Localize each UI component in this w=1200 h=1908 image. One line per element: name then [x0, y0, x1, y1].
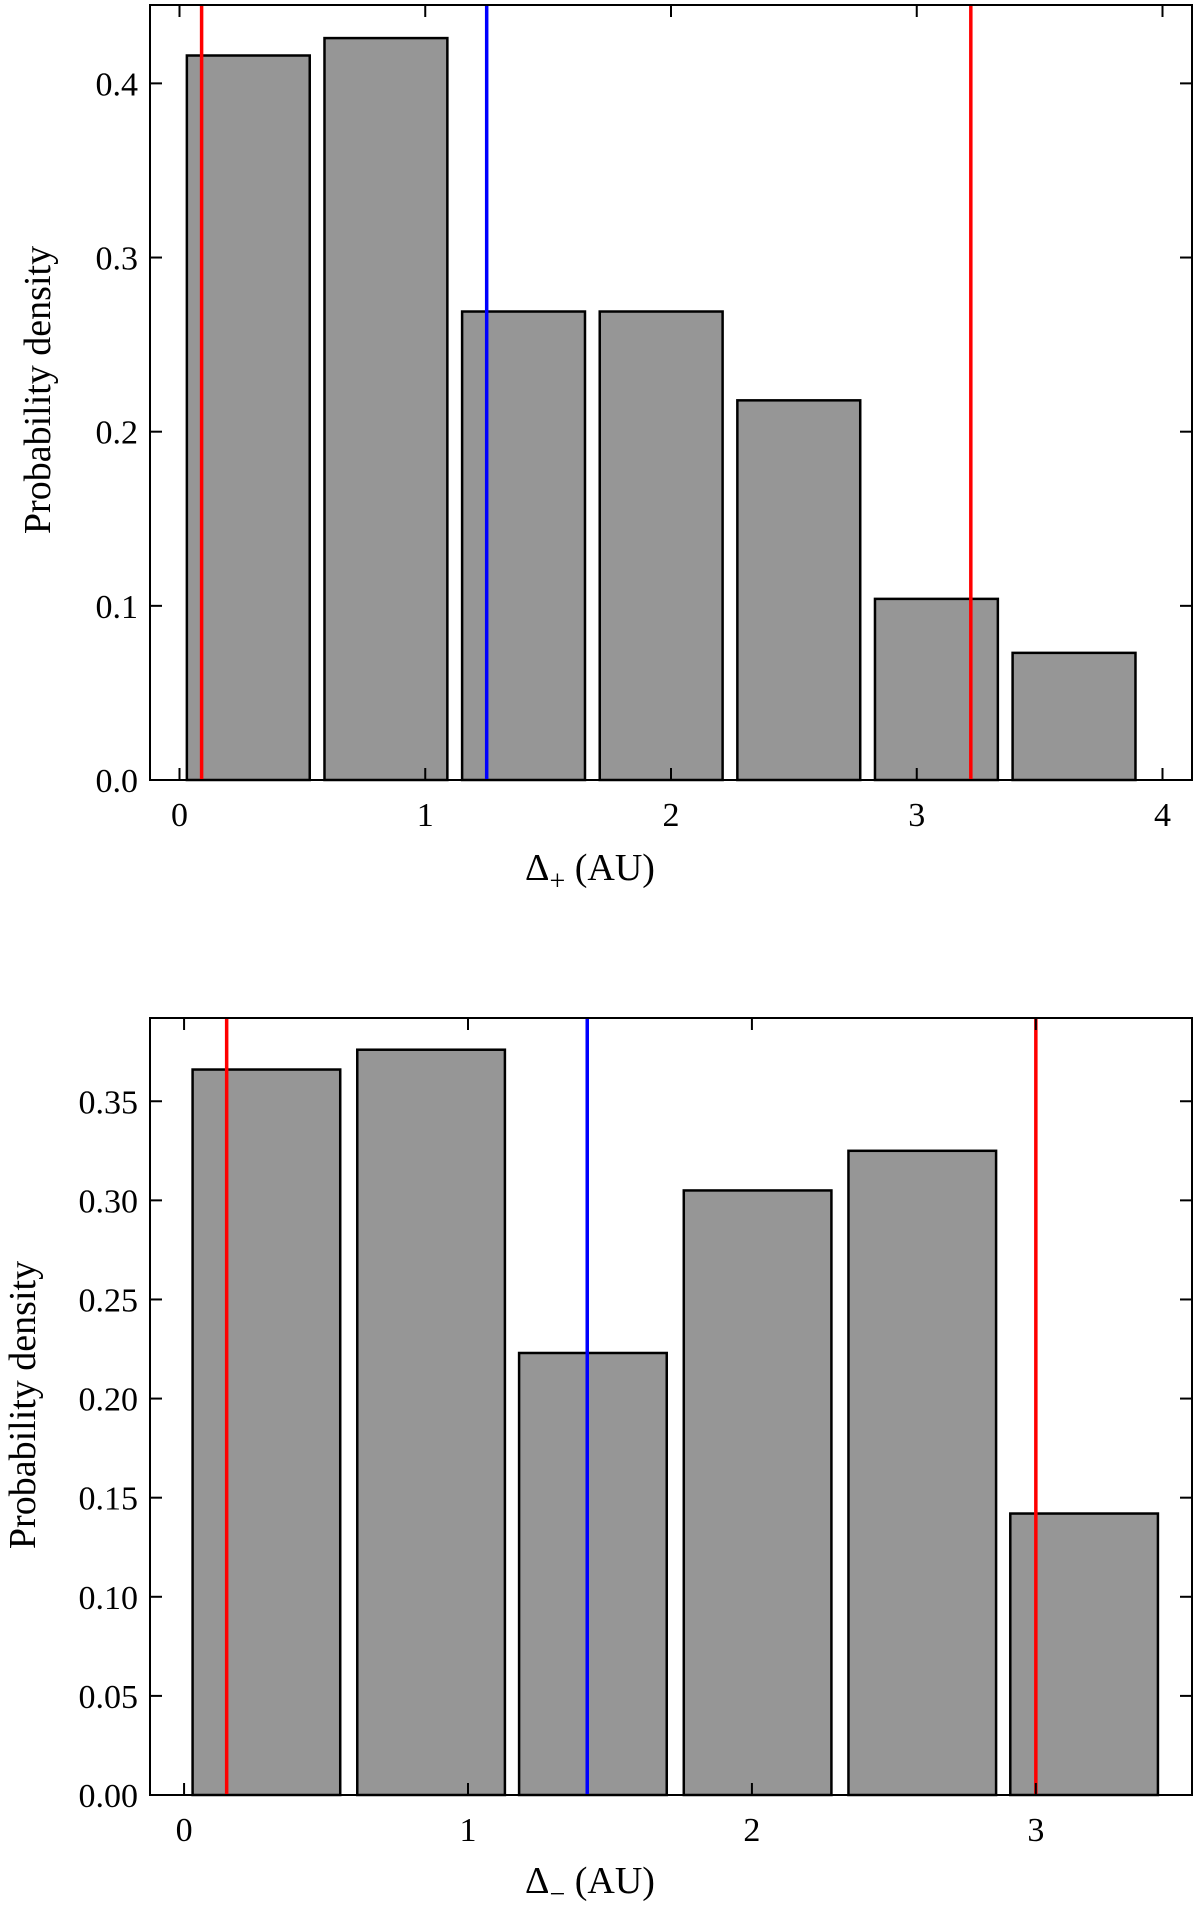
bar-7	[1011, 651, 1137, 782]
y-tick-label: 0.05	[79, 1679, 139, 1716]
y-tick-label: 0.2	[96, 415, 139, 452]
y-tick-label: 0.20	[79, 1382, 139, 1419]
x-tick-label: 1	[459, 1812, 476, 1849]
x-axis-label: Δ+ (AU)	[525, 847, 655, 897]
y-tick-label: 0.30	[79, 1183, 139, 1220]
y-tick-label: 0.25	[79, 1282, 139, 1319]
y-tick-label: 0.10	[79, 1580, 139, 1617]
x-tick-label: 4	[1154, 797, 1171, 834]
x-tick-label: 2	[663, 797, 680, 834]
bar-3	[460, 310, 587, 782]
x-tick-label: 0	[176, 1812, 193, 1849]
panel-top-delta-plus: 0 1 2 3 4 0.0 0.1 0.2 0.3 0.4 Δ+ (AU) Probability d…	[17, 4, 1193, 897]
y-axis-label: Probability density	[17, 246, 59, 534]
bar-4	[598, 310, 724, 782]
x-axis-label: Δ− (AU)	[525, 1860, 655, 1908]
bar-4	[682, 1189, 833, 1797]
bar-5	[736, 399, 862, 782]
x-tick-label: 2	[743, 1812, 760, 1849]
x-tick-label: 0	[171, 797, 188, 834]
plot-frame	[149, 1017, 1193, 1796]
y-tick-label: 0.00	[79, 1778, 139, 1815]
bar-1	[185, 54, 311, 782]
y-tick-label: 0.3	[96, 241, 139, 278]
x-tick-label: 3	[908, 797, 925, 834]
bar-1	[191, 1068, 342, 1797]
bar-6	[1009, 1512, 1160, 1797]
panel-bottom-delta-minus: 0 1 2 3 0.00 0.05 0.10 0.15 0.20 0.25 0.30 0.35 Δ− (…	[2, 1017, 1193, 1908]
y-tick-label: 0.15	[79, 1481, 139, 1518]
bar-2	[323, 36, 449, 782]
bar-6	[873, 597, 1000, 782]
bar-2	[356, 1048, 507, 1797]
bar-3	[517, 1351, 668, 1797]
y-tick-label: 0.35	[79, 1084, 139, 1121]
y-tick-label: 0.1	[96, 589, 139, 626]
bar-5	[847, 1149, 998, 1797]
x-tick-label: 3	[1027, 1812, 1044, 1849]
y-tick-label: 0.4	[96, 66, 139, 103]
x-tick-label: 1	[417, 797, 434, 834]
y-tick-label: 0.0	[96, 763, 139, 800]
y-axis-label: Probability density	[2, 1261, 44, 1549]
